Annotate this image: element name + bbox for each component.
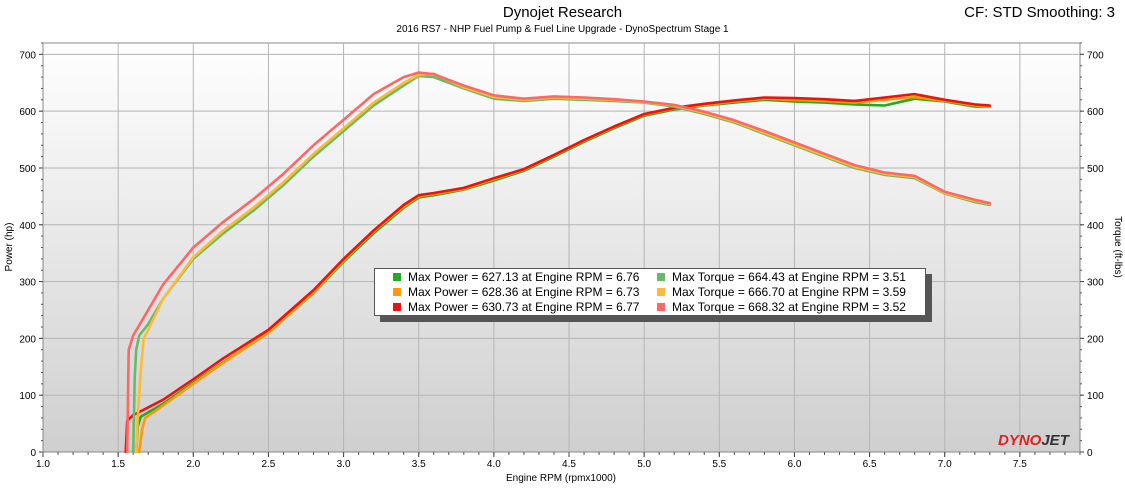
y2-axis-label: Torque (ft-lbs) [1112, 216, 1123, 278]
y2-tick-label: 300 [1087, 278, 1104, 289]
series-lines [124, 71, 992, 454]
axis-ticks: 1.0 1.5 2.0 2.5 3.0 3.5 4.0 4.5 5.0 5.5 6.0 6.5 7.0 7… [19, 42, 1104, 470]
x-tick-label: 7.0 [938, 459, 952, 470]
x-tick-label: 6.0 [787, 459, 801, 470]
x-tick-label: 6.5 [863, 459, 877, 470]
y2-tick-label: 600 [1087, 107, 1104, 118]
y-tick-label: 600 [19, 107, 36, 118]
y-tick-label: 700 [19, 50, 36, 61]
y2-tick-label: 400 [1087, 221, 1104, 232]
x-tick-label: 2.5 [261, 459, 275, 470]
legend-label: Max Torque = 668.32 at Engine RPM = 3.52 [672, 300, 906, 314]
y2-tick-label: 200 [1087, 334, 1104, 345]
x-tick-label: 1.5 [111, 459, 125, 470]
x-tick-label: 4.5 [562, 459, 576, 470]
legend-swatch [393, 273, 401, 281]
y2-tick-label: 0 [1087, 448, 1093, 459]
y2-tick-label: 500 [1087, 164, 1104, 175]
legend-item: Max Power = 628.36 at Engine RPM = 6.73 [393, 285, 639, 300]
x-tick-label: 2.0 [186, 459, 200, 470]
legend: Max Power = 627.13 at Engine RPM = 6.76 M… [374, 268, 926, 316]
legend-item: Max Torque = 664.43 at Engine RPM = 3.51 [657, 270, 906, 285]
plot-area [42, 42, 1081, 453]
legend-label: Max Torque = 664.43 at Engine RPM = 3.51 [672, 270, 906, 284]
legend-swatch [657, 288, 665, 296]
y-tick-label: 200 [19, 334, 36, 345]
y-axis-label: Power (hp) [4, 223, 15, 272]
x-axis-label: Engine RPM (rpmx1000) [506, 473, 616, 484]
y-tick-label: 400 [19, 221, 36, 232]
legend-swatch [393, 288, 401, 296]
legend-item: Max Power = 627.13 at Engine RPM = 6.76 [393, 270, 639, 285]
x-tick-label: 5.5 [712, 459, 726, 470]
legend-label: Max Power = 627.13 at Engine RPM = 6.76 [408, 270, 640, 284]
legend-label: Max Torque = 666.70 at Engine RPM = 3.59 [672, 285, 906, 299]
x-tick-label: 3.0 [337, 459, 351, 470]
dynojet-logo: DYNOJET [998, 432, 1069, 449]
y-tick-label: 500 [19, 164, 36, 175]
legend-swatch [657, 273, 665, 281]
chart-subtitle: 2016 RS7 - NHP Fuel Pump & Fuel Line Upg… [396, 24, 729, 35]
x-tick-label: 5.0 [637, 459, 651, 470]
series-line-torque-4 [134, 72, 992, 454]
legend-swatch [393, 303, 401, 311]
y-tick-label: 300 [19, 278, 36, 289]
legend-item: Max Torque = 666.70 at Engine RPM = 3.59 [657, 285, 906, 300]
x-tick-label: 7.5 [1013, 459, 1027, 470]
chart-title: Dynojet Research [502, 4, 623, 21]
x-tick-label: 4.0 [487, 459, 501, 470]
x-tick-label: 1.0 [36, 459, 50, 470]
correction-smoothing-label: CF: STD Smoothing: 3 [964, 4, 1115, 21]
y2-tick-label: 700 [1087, 50, 1104, 61]
series-line-torque-5 [125, 71, 992, 454]
legend-swatch [657, 303, 665, 311]
y-tick-label: 100 [19, 391, 36, 402]
legend-label: Max Power = 628.36 at Engine RPM = 6.73 [408, 285, 640, 299]
x-tick-label: 3.5 [412, 459, 426, 470]
legend-label: Max Power = 630.73 at Engine RPM = 6.77 [408, 300, 640, 314]
y2-tick-label: 100 [1087, 391, 1104, 402]
legend-item: Max Torque = 668.32 at Engine RPM = 3.52 [657, 300, 906, 315]
series-line-power-2 [124, 92, 992, 454]
legend-item: Max Power = 630.73 at Engine RPM = 6.77 [393, 300, 639, 315]
y-tick-label: 0 [30, 448, 36, 459]
